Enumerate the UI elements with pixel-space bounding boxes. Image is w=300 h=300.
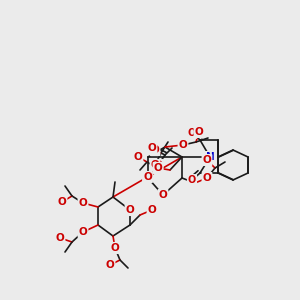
Text: O: O [154,163,162,173]
Text: O: O [151,160,159,170]
Text: O: O [178,140,188,150]
Text: O: O [188,128,196,138]
Text: O: O [111,243,119,253]
Text: O: O [202,155,211,165]
Text: O: O [126,205,134,215]
Text: O: O [151,145,159,155]
Text: O: O [58,197,66,207]
Text: O: O [106,260,114,270]
Text: O: O [159,190,167,200]
Text: O: O [148,205,156,215]
Text: O: O [154,160,162,170]
Text: O: O [79,198,87,208]
Text: O: O [195,127,203,137]
Text: O: O [148,143,156,153]
Text: N: N [206,152,214,162]
Text: O: O [143,172,152,182]
Text: O: O [202,173,211,183]
Text: O: O [188,175,196,185]
Text: O: O [134,152,142,162]
Text: O: O [56,233,64,243]
Text: O: O [79,227,87,237]
